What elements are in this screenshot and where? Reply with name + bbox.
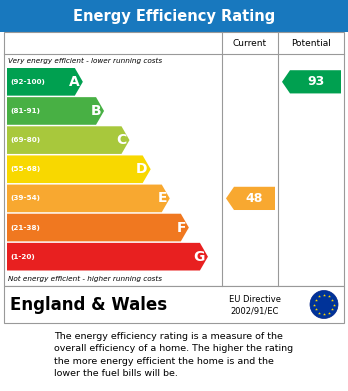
Text: England & Wales: England & Wales bbox=[10, 296, 167, 314]
Text: (1-20): (1-20) bbox=[10, 254, 35, 260]
Text: Not energy efficient - higher running costs: Not energy efficient - higher running co… bbox=[8, 276, 162, 282]
Text: B: B bbox=[90, 104, 101, 118]
Polygon shape bbox=[282, 70, 341, 93]
Text: (39-54): (39-54) bbox=[10, 196, 40, 201]
Polygon shape bbox=[7, 214, 189, 241]
Text: C: C bbox=[116, 133, 126, 147]
Bar bbox=[0, 0, 348, 32]
Bar bbox=[4, 32, 344, 286]
Polygon shape bbox=[7, 97, 104, 125]
Polygon shape bbox=[7, 185, 170, 212]
Circle shape bbox=[310, 291, 338, 319]
Text: D: D bbox=[136, 162, 148, 176]
Text: EU Directive: EU Directive bbox=[229, 295, 281, 304]
Polygon shape bbox=[7, 126, 129, 154]
Text: Energy Efficiency Rating: Energy Efficiency Rating bbox=[73, 9, 275, 23]
Text: Current: Current bbox=[233, 38, 267, 47]
Polygon shape bbox=[7, 156, 151, 183]
Text: 48: 48 bbox=[246, 192, 263, 205]
Text: E: E bbox=[157, 191, 167, 205]
Text: (69-80): (69-80) bbox=[10, 137, 40, 143]
Polygon shape bbox=[7, 68, 83, 96]
Text: Very energy efficient - lower running costs: Very energy efficient - lower running co… bbox=[8, 58, 162, 64]
Text: G: G bbox=[193, 250, 205, 264]
Text: 2002/91/EC: 2002/91/EC bbox=[231, 306, 279, 315]
Polygon shape bbox=[7, 243, 208, 271]
Text: A: A bbox=[69, 75, 80, 89]
Polygon shape bbox=[226, 187, 275, 210]
Text: (92-100): (92-100) bbox=[10, 79, 45, 85]
Text: (21-38): (21-38) bbox=[10, 224, 40, 231]
Bar bbox=[4, 286, 344, 323]
Text: Potential: Potential bbox=[291, 38, 331, 47]
Text: The energy efficiency rating is a measure of the
overall efficiency of a home. T: The energy efficiency rating is a measur… bbox=[54, 332, 294, 378]
Text: F: F bbox=[176, 221, 186, 235]
Text: (81-91): (81-91) bbox=[10, 108, 40, 114]
Text: (55-68): (55-68) bbox=[10, 166, 40, 172]
Text: 93: 93 bbox=[307, 75, 324, 88]
